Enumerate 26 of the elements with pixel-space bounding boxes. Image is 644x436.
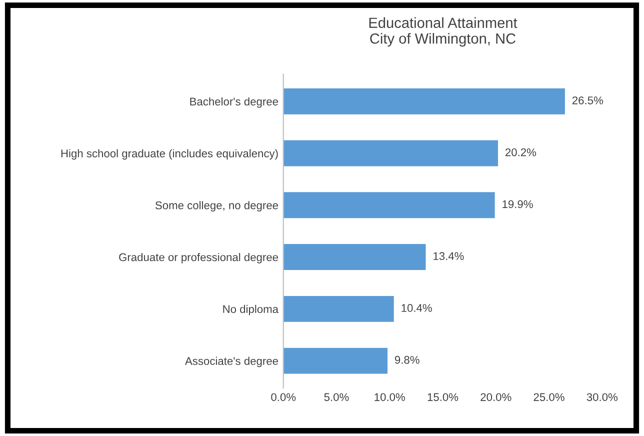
x-tick-label: 25.0%	[534, 393, 564, 402]
data-label: 10.4%	[402, 304, 432, 312]
y-tick-label: Associate's degree	[184, 356, 278, 368]
x-tick-label: 10.0%	[374, 393, 405, 402]
bar	[283, 348, 388, 374]
x-tick-label: 15.0%	[428, 393, 458, 402]
bar	[283, 140, 498, 166]
data-label: 19.9%	[502, 200, 533, 208]
data-label: 13.4%	[434, 252, 464, 260]
bar	[283, 244, 426, 270]
x-tick-label: 0.0%	[271, 393, 296, 402]
data-label: 26.5%	[572, 96, 604, 104]
bar	[283, 192, 495, 218]
x-tick-label: 30.0%	[586, 393, 618, 402]
bar	[283, 88, 565, 114]
y-tick-label: Graduate or professional degree	[119, 253, 278, 264]
x-tick-label: 5.0%	[324, 393, 349, 402]
y-tick-label: No diploma	[223, 304, 278, 316]
y-tick-label: Some college, no degree	[155, 201, 278, 212]
y-tick-label: High school graduate (includes equivalency)	[61, 149, 278, 160]
data-label: 20.2%	[506, 148, 536, 156]
chart-title: Educational Attainment City of Wilmington, NC	[369, 17, 518, 47]
data-label: 9.8%	[394, 356, 420, 364]
x-tick-label: 20.0%	[480, 393, 512, 402]
bar	[283, 296, 394, 322]
y-tick-label: Bachelor's degree	[190, 97, 278, 108]
